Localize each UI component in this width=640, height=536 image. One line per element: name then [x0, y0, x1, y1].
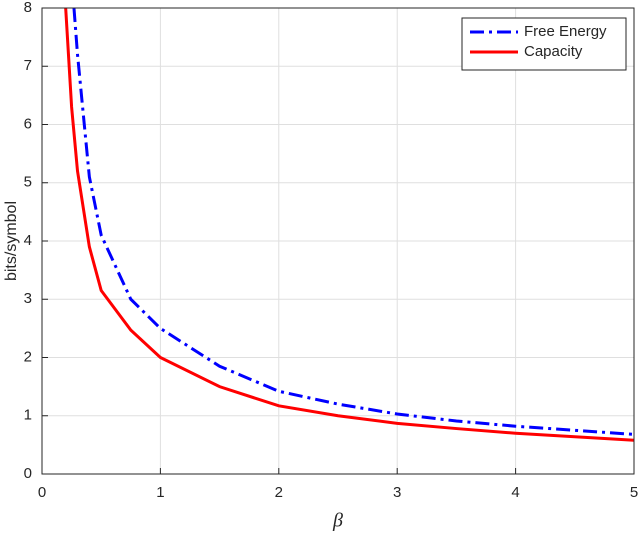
y-tick-label: 5 — [24, 174, 32, 191]
x-tick-label: 4 — [511, 484, 519, 501]
y-tick-label: 7 — [24, 57, 32, 74]
x-tick-label: 5 — [630, 484, 638, 501]
y-tick-label: 6 — [24, 115, 32, 132]
legend-box — [461, 17, 627, 71]
x-tick-label: 2 — [275, 484, 283, 501]
y-tick-label: 2 — [24, 348, 32, 365]
y-tick-label: 0 — [24, 465, 32, 482]
legend-label: Capacity — [524, 43, 583, 60]
legend-label: Free Energy — [524, 23, 607, 40]
series-line — [64, 8, 634, 442]
x-tick-label: 1 — [156, 484, 164, 501]
series-line — [72, 8, 634, 436]
x-tick-label: 3 — [393, 484, 401, 501]
x-axis-label: β — [332, 510, 343, 532]
y-axis-label: bits/symbol — [3, 201, 20, 281]
y-tick-label: 4 — [24, 232, 32, 249]
y-tick-label: 1 — [24, 407, 32, 424]
x-tick-label: 0 — [38, 484, 46, 501]
y-tick-label: 8 — [24, 0, 32, 16]
y-tick-label: 3 — [24, 290, 32, 307]
